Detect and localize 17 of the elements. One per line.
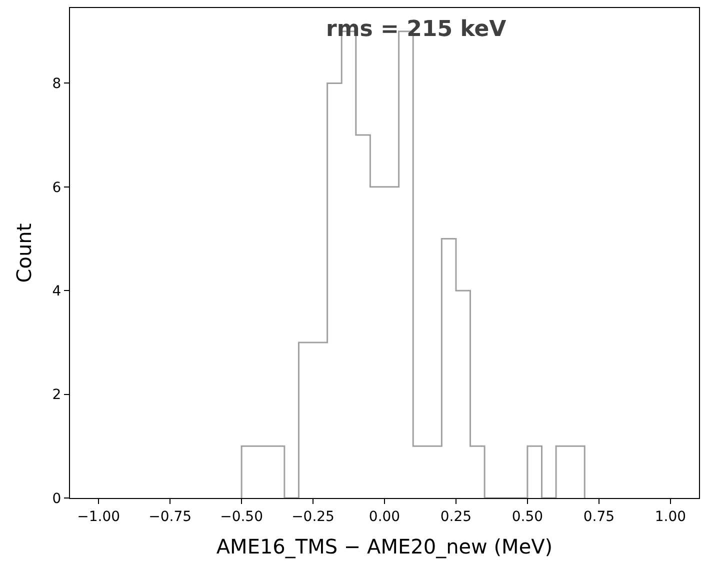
y-tick-label: 6 [52,180,62,196]
x-tick-label: 0.75 [583,508,615,525]
y-tick-label: 2 [52,387,62,404]
x-tick-label: −1.00 [77,508,120,525]
x-tick-label: −0.25 [292,508,334,525]
annotation: rms = 215 keV [326,17,506,42]
y-tick-label: 8 [52,76,62,92]
x-tick-label: 0.50 [512,508,544,525]
x-tick-label: 0.25 [440,508,472,525]
x-tick-label: 1.00 [654,508,686,525]
y-tick-label: 4 [52,283,62,300]
x-tick-label: −0.75 [148,508,192,525]
x-tick-label: −0.50 [220,508,264,525]
y-axis-title: Count [12,223,36,283]
x-axis-title: AME16_TMS − AME20_new (MeV) [216,534,553,558]
y-tick-label: 0 [52,490,62,507]
x-tick-label: 0.00 [368,508,400,525]
